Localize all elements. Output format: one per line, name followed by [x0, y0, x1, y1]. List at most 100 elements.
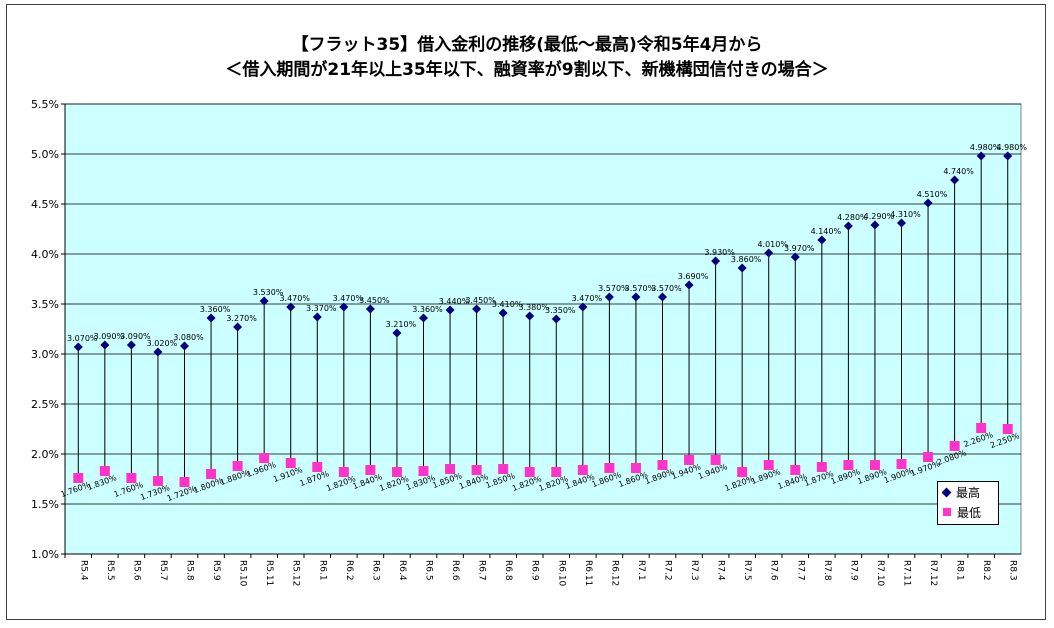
high-value-label: 4.740%: [943, 167, 974, 176]
low-point: [551, 467, 562, 477]
y-tick-label: 3.5%: [31, 298, 59, 311]
high-value-label: 4.980%: [996, 143, 1027, 152]
high-point: [843, 221, 853, 231]
y-axis-ticks: 1.0% 1.5% 2.0% 2.5% 3.0% 3.5% 4.0% 4.5% 5.0% 5.5%: [31, 98, 65, 561]
high-value-label: 3.930%: [704, 248, 735, 257]
high-point: [180, 341, 189, 351]
high-point: [126, 340, 136, 350]
high-point: [764, 248, 774, 258]
high-value-label: 3.470%: [333, 294, 364, 303]
x-tick-label: R6.9: [530, 560, 540, 581]
high-point: [684, 280, 694, 290]
high-point: [923, 198, 933, 208]
y-tick-label: 2.0%: [31, 448, 59, 461]
low-point: [73, 473, 84, 483]
range-lines: [77, 156, 1009, 482]
low-point: [338, 467, 349, 477]
high-point: [73, 342, 83, 352]
x-tick-label: R7.5: [742, 560, 752, 581]
x-tick-label: R5.9: [211, 560, 221, 581]
high-point: [551, 314, 561, 324]
y-tick-label: 3.0%: [31, 348, 59, 361]
x-tick-label: R6.8: [503, 560, 513, 581]
low-point: [418, 466, 429, 476]
low-point: [630, 463, 641, 473]
y-tick-label: 4.5%: [31, 198, 59, 211]
x-tick-label: R5.12: [291, 560, 301, 586]
low-point: [312, 462, 323, 472]
x-tick-label: R8.3: [1008, 560, 1018, 581]
high-point: [286, 302, 296, 312]
low-point: [843, 460, 854, 470]
high-value-label: 3.360%: [200, 305, 231, 314]
high-value-label: 3.090%: [120, 332, 151, 341]
x-tick-label: R8.2: [981, 560, 991, 581]
low-point: [949, 441, 960, 451]
low-point: [976, 423, 987, 433]
high-point: [312, 312, 322, 322]
x-tick-label: R7.6: [769, 560, 779, 581]
high-point: [1003, 151, 1013, 161]
x-tick-label: R6.5: [424, 560, 434, 581]
high-value-label: 4.310%: [890, 210, 921, 219]
x-tick-label: R6.2: [344, 560, 354, 581]
high-value-label: 3.570%: [651, 284, 682, 293]
high-value-label: 3.370%: [306, 304, 337, 313]
high-value-label: 4.510%: [917, 190, 948, 199]
high-point: [604, 292, 614, 302]
low-point: [365, 465, 376, 475]
high-value-label: 3.080%: [173, 333, 204, 342]
x-tick-label: R5.6: [131, 560, 141, 581]
high-value-label: 3.270%: [226, 314, 257, 323]
chart-title: 【フラット35】借入金利の推移(最低～最高)令和5年4月から: [291, 35, 763, 55]
legend-item-high: 最高: [938, 482, 998, 502]
high-point: [578, 302, 588, 312]
y-tick-label: 4.0%: [31, 248, 59, 261]
x-tick-label: R7.7: [795, 560, 805, 581]
high-point: [950, 175, 960, 185]
high-value-label: 3.450%: [359, 296, 390, 305]
high-point: [153, 347, 163, 357]
low-point: [923, 452, 934, 462]
x-tick-label: R5.5: [105, 560, 115, 581]
low-point: [445, 464, 456, 474]
x-tick-label: R7.11: [902, 560, 912, 586]
low-point: [577, 465, 588, 475]
x-tick-label: R6.4: [397, 560, 407, 581]
high-point: [419, 313, 428, 323]
high-value-label: 3.860%: [731, 255, 762, 264]
x-tick-label: R5.8: [185, 560, 195, 581]
high-value-label: 4.140%: [811, 227, 842, 236]
high-value-label: 4.010%: [757, 240, 788, 249]
diamond-marker-icon: [941, 487, 952, 497]
high-point: [525, 311, 535, 321]
high-point: [817, 235, 827, 245]
low-point: [126, 473, 137, 483]
x-tick-label: R7.8: [822, 560, 832, 581]
x-tick-label: R6.1: [317, 560, 327, 581]
high-value-label: 3.470%: [572, 294, 603, 303]
high-value-label: 3.970%: [784, 244, 815, 253]
high-point: [339, 302, 349, 312]
high-point: [897, 218, 906, 228]
high-value-label: 3.690%: [678, 272, 709, 281]
legend-label-low: 最低: [957, 505, 982, 520]
low-point: [710, 455, 721, 465]
high-value-label: 3.530%: [253, 288, 284, 297]
x-tick-label: R7.3: [689, 560, 699, 581]
high-value-label: 3.410%: [492, 300, 523, 309]
high-point: [233, 322, 243, 332]
high-point: [658, 292, 667, 302]
x-tick-label: R6.11: [583, 560, 593, 586]
low-point: [498, 464, 509, 474]
high-value-label: 3.090%: [94, 332, 125, 341]
legend: 最高 最低: [937, 481, 999, 525]
legend-label-high: 最高: [956, 485, 981, 500]
high-value-label: 3.350%: [545, 306, 576, 315]
x-tick-label: R6.7: [477, 560, 487, 581]
high-point: [631, 292, 641, 302]
high-value-label: 4.980%: [970, 143, 1001, 152]
low-point: [285, 458, 296, 468]
high-value-label: 3.360%: [412, 305, 443, 314]
